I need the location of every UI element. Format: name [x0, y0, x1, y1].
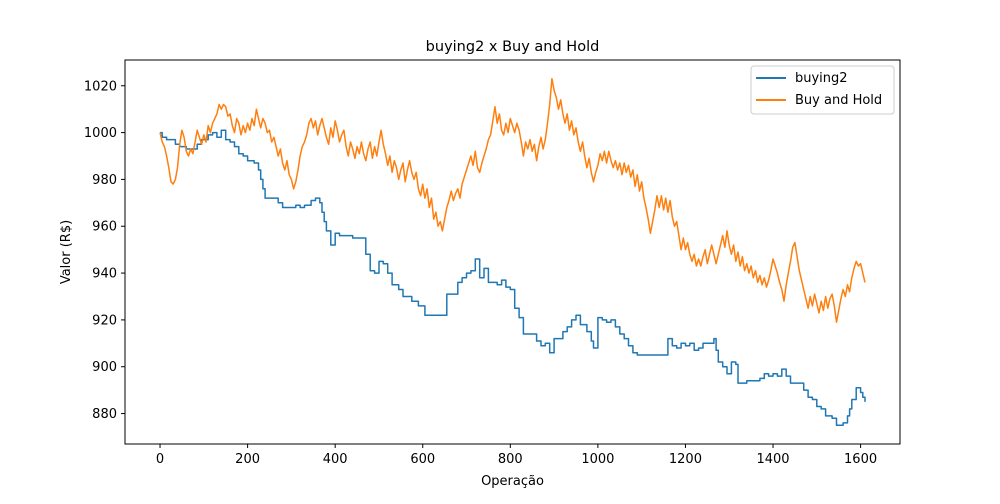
- y-tick-label: 1000: [84, 126, 117, 141]
- series-layer: [159, 77, 866, 427]
- x-tick-label: 1400: [756, 452, 789, 467]
- legend-label-buying2: buying2: [795, 71, 848, 86]
- x-tick-label: 1600: [844, 452, 877, 467]
- y-tick-label: 920: [92, 313, 117, 328]
- x-axis-label: Operação: [481, 474, 544, 489]
- legend: buying2 Buy and Hold: [750, 65, 895, 115]
- x-tick-label: 400: [323, 452, 348, 467]
- y-axis-ticks: 880 900 920 940 960 980 1000 1020: [84, 79, 125, 422]
- series-line-buy-and-hold: [159, 77, 866, 323]
- y-tick-label: 940: [92, 267, 117, 282]
- x-tick-label: 1000: [581, 452, 614, 467]
- y-tick-label: 880: [92, 407, 117, 422]
- chart-title: buying2 x Buy and Hold: [426, 39, 600, 55]
- y-tick-label: 1020: [84, 79, 117, 94]
- x-tick-label: 800: [498, 452, 523, 467]
- legend-box: [750, 65, 895, 115]
- y-tick-label: 900: [92, 360, 117, 375]
- x-tick-label: 600: [410, 452, 435, 467]
- x-tick-label: 1200: [669, 452, 702, 467]
- series-line-buying2: [160, 129, 866, 427]
- x-axis-ticks: 0 200 400 600 800 1000 1200 1400 1600: [156, 444, 877, 467]
- y-tick-label: 960: [92, 220, 117, 235]
- x-tick-label: 0: [156, 452, 164, 467]
- x-tick-label: 200: [235, 452, 260, 467]
- legend-label-buy-and-hold: Buy and Hold: [795, 93, 882, 108]
- y-tick-label: 980: [92, 173, 117, 188]
- y-axis-label: Valor (R$): [59, 220, 74, 284]
- plot-area-frame: [124, 59, 901, 445]
